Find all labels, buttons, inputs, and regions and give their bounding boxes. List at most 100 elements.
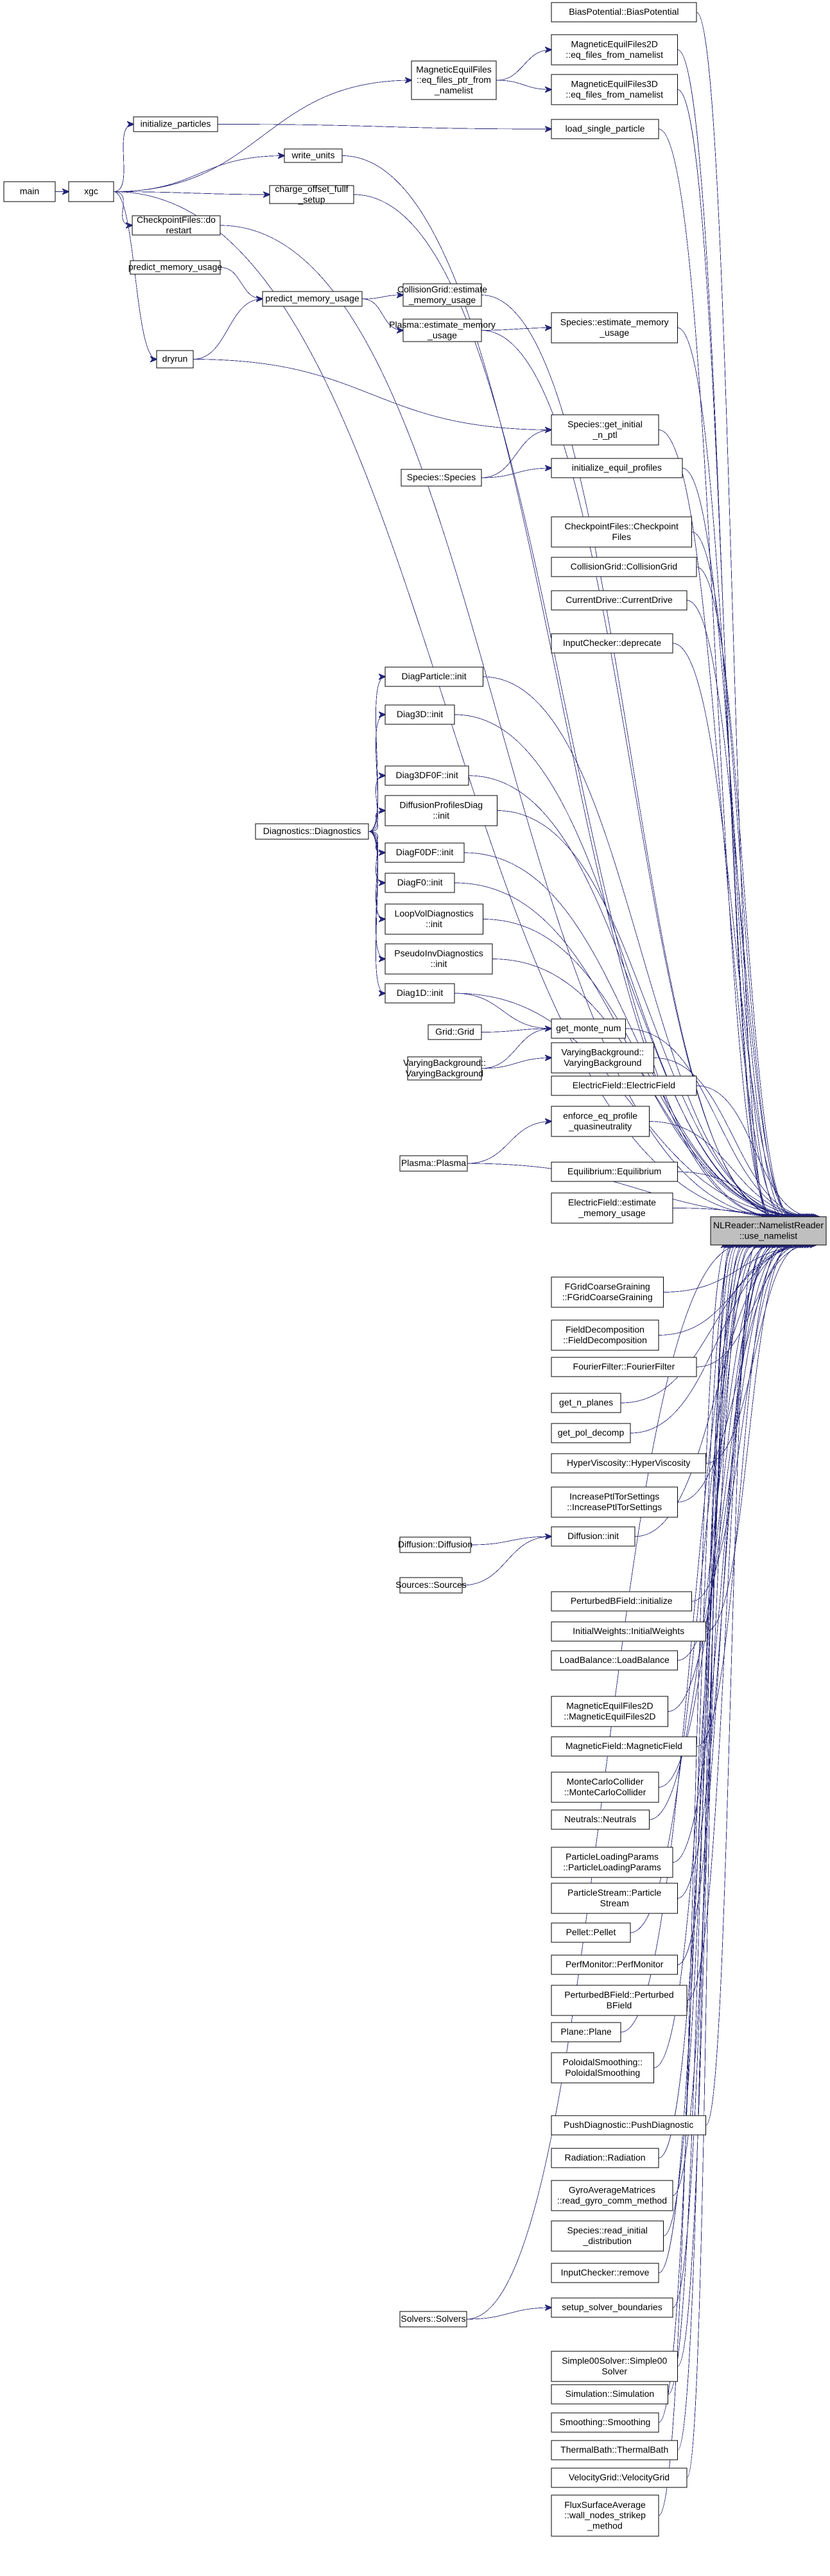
svg-text:setup_solver_boundaries: setup_solver_boundaries <box>562 2302 662 2312</box>
svg-text:_memory_usage: _memory_usage <box>408 295 476 305</box>
svg-text:CheckpointFiles::Checkpoint: CheckpointFiles::Checkpoint <box>564 521 679 532</box>
svg-text:::init: ::init <box>431 959 447 969</box>
svg-text:::ParticleLoadingParams: ::ParticleLoadingParams <box>563 1862 661 1872</box>
svg-text:::IncreasePtlTorSettings: ::IncreasePtlTorSettings <box>567 1502 662 1512</box>
svg-text:VaryingBackground: VaryingBackground <box>564 1057 641 1068</box>
svg-text:LoopVolDiagnostics: LoopVolDiagnostics <box>395 909 474 919</box>
svg-text:get_n_planes: get_n_planes <box>559 1397 613 1407</box>
svg-text:get_monte_num: get_monte_num <box>556 1023 621 1033</box>
svg-text:Diag3D::init: Diag3D::init <box>397 709 443 719</box>
svg-text:FourierFilter::FourierFilter: FourierFilter::FourierFilter <box>573 1361 675 1371</box>
svg-text:ThermalBath::ThermalBath: ThermalBath::ThermalBath <box>560 2444 668 2455</box>
svg-text:Files: Files <box>612 532 631 542</box>
svg-text:Radiation::Radiation: Radiation::Radiation <box>564 2152 645 2163</box>
svg-text:PerfMonitor::PerfMonitor: PerfMonitor::PerfMonitor <box>566 1959 664 1969</box>
svg-text:MonteCarloCollider: MonteCarloCollider <box>567 1777 644 1787</box>
svg-text:_setup: _setup <box>297 194 325 204</box>
svg-text:Species::Species: Species::Species <box>407 472 476 482</box>
svg-text:PoloidalSmoothing: PoloidalSmoothing <box>565 2067 640 2078</box>
svg-text:_n_ptl: _n_ptl <box>592 430 617 440</box>
svg-text:BField: BField <box>607 2000 632 2010</box>
svg-text:ElectricField::ElectricField: ElectricField::ElectricField <box>573 1080 675 1090</box>
svg-text:load_single_particle: load_single_particle <box>566 123 645 134</box>
svg-text:FluxSurfaceAverage: FluxSurfaceAverage <box>564 2500 646 2510</box>
svg-text:Simulation::Simulation: Simulation::Simulation <box>566 2389 655 2399</box>
svg-text:::use_namelist: ::use_namelist <box>739 1230 797 1240</box>
svg-text:::FGridCoarseGraining: ::FGridCoarseGraining <box>562 1292 653 1302</box>
svg-text:ParticleStream::Particle: ParticleStream::Particle <box>567 1888 661 1898</box>
svg-text:BiasPotential::BiasPotential: BiasPotential::BiasPotential <box>569 6 679 17</box>
svg-text:Neutrals::Neutrals: Neutrals::Neutrals <box>564 1814 636 1824</box>
svg-text:NLReader::NamelistReader: NLReader::NamelistReader <box>713 1220 824 1230</box>
svg-text:::read_gyro_comm_method: ::read_gyro_comm_method <box>557 2195 667 2206</box>
svg-text:Diagnostics::Diagnostics: Diagnostics::Diagnostics <box>263 826 361 836</box>
svg-text:FGridCoarseGraining: FGridCoarseGraining <box>565 1282 650 1292</box>
svg-text:Simple00Solver::Simple00: Simple00Solver::Simple00 <box>562 2356 667 2366</box>
svg-text:Species::read_initial: Species::read_initial <box>567 2225 648 2236</box>
svg-text:PerturbedBField::initialize: PerturbedBField::initialize <box>571 1596 673 1606</box>
svg-text:predict_memory_usage: predict_memory_usage <box>265 293 359 304</box>
svg-text:::MonteCarloCollider: ::MonteCarloCollider <box>564 1787 646 1797</box>
svg-text:GyroAverageMatrices: GyroAverageMatrices <box>569 2185 655 2195</box>
svg-text:PushDiagnostic::PushDiagnostic: PushDiagnostic::PushDiagnostic <box>564 2119 693 2130</box>
svg-text:CurrentDrive::CurrentDrive: CurrentDrive::CurrentDrive <box>566 595 673 605</box>
svg-text:write_units: write_units <box>291 150 335 161</box>
svg-text:Diffusion::Diffusion: Diffusion::Diffusion <box>398 1539 472 1549</box>
svg-text:MagneticField::MagneticField: MagneticField::MagneticField <box>566 1741 682 1751</box>
svg-text:Equilibrium::Equilibrium: Equilibrium::Equilibrium <box>567 1166 661 1176</box>
svg-text:Diag3DF0F::init: Diag3DF0F::init <box>395 770 458 780</box>
svg-text:::FieldDecomposition: ::FieldDecomposition <box>563 1335 647 1345</box>
svg-text:main: main <box>20 186 39 196</box>
svg-text:::eq_files_ptr_from: ::eq_files_ptr_from <box>417 74 491 85</box>
svg-text:_distribution: _distribution <box>582 2236 632 2246</box>
svg-text:_restart: _restart <box>160 225 192 235</box>
svg-text:InitialWeights::InitialWeights: InitialWeights::InitialWeights <box>573 1626 684 1636</box>
svg-text:VaryingBackground: VaryingBackground <box>406 1068 483 1078</box>
svg-text:initialize_particles: initialize_particles <box>141 119 211 129</box>
svg-text:ElectricField::estimate: ElectricField::estimate <box>568 1197 656 1208</box>
svg-text:initialize_equil_profiles: initialize_equil_profiles <box>572 462 662 473</box>
svg-text:CheckpointFiles::do: CheckpointFiles::do <box>137 214 216 225</box>
svg-text:Plasma::Plasma: Plasma::Plasma <box>401 1158 466 1168</box>
svg-text:VelocityGrid::VelocityGrid: VelocityGrid::VelocityGrid <box>569 2472 670 2482</box>
svg-text:charge_offset_fullf: charge_offset_fullf <box>275 184 348 194</box>
svg-text:MagneticEquilFiles2D: MagneticEquilFiles2D <box>566 1701 653 1711</box>
svg-text:dryrun: dryrun <box>162 354 188 364</box>
svg-text:_usage: _usage <box>427 330 457 340</box>
svg-text:Smoothing::Smoothing: Smoothing::Smoothing <box>560 2417 651 2427</box>
svg-text:DiffusionProfilesDiag: DiffusionProfilesDiag <box>399 800 483 810</box>
svg-text:::init: ::init <box>426 919 442 929</box>
svg-text:PseudoInvDiagnostics: PseudoInvDiagnostics <box>394 948 483 959</box>
svg-text:PoloidalSmoothing::: PoloidalSmoothing:: <box>563 2057 643 2067</box>
svg-text:MagneticEquilFiles2D: MagneticEquilFiles2D <box>571 39 657 49</box>
svg-text:Species::estimate_memory: Species::estimate_memory <box>560 317 669 327</box>
svg-text:::eq_files_from_namelist: ::eq_files_from_namelist <box>566 49 663 60</box>
svg-text:::init: ::init <box>433 810 449 821</box>
svg-text:Pellet::Pellet: Pellet::Pellet <box>566 1927 616 1937</box>
svg-text:Plasma::estimate_memory: Plasma::estimate_memory <box>389 320 496 330</box>
svg-text:FieldDecomposition: FieldDecomposition <box>566 1325 644 1335</box>
svg-text:VaryingBackground::: VaryingBackground:: <box>403 1057 486 1068</box>
svg-text:CollisionGrid::estimate: CollisionGrid::estimate <box>397 284 487 295</box>
svg-text:Stream: Stream <box>600 1898 629 1908</box>
svg-text:predict_memory_usage: predict_memory_usage <box>128 262 223 272</box>
svg-text:Species::get_initial: Species::get_initial <box>567 419 643 430</box>
svg-text:Diag1D::init: Diag1D::init <box>397 988 443 998</box>
svg-text:::MagneticEquilFiles2D: ::MagneticEquilFiles2D <box>564 1711 655 1721</box>
svg-text:enforce_eq_profile: enforce_eq_profile <box>563 1111 637 1121</box>
svg-text:InputChecker::remove: InputChecker::remove <box>561 2267 650 2277</box>
svg-text:::eq_files_from_namelist: ::eq_files_from_namelist <box>566 89 663 100</box>
svg-text:VaryingBackground::: VaryingBackground:: <box>561 1047 644 1057</box>
svg-text:_method: _method <box>587 2520 622 2530</box>
svg-text:PerturbedBField::Perturbed: PerturbedBField::Perturbed <box>564 1990 673 2000</box>
svg-text:_quasineutrality: _quasineutrality <box>568 1121 632 1131</box>
svg-text:DiagF0::init: DiagF0::init <box>397 877 443 887</box>
svg-text:xgc: xgc <box>84 186 98 196</box>
svg-text:LoadBalance::LoadBalance: LoadBalance::LoadBalance <box>560 1655 670 1665</box>
svg-text:ParticleLoadingParams: ParticleLoadingParams <box>566 1852 659 1862</box>
svg-text:Sources::Sources: Sources::Sources <box>395 1580 467 1590</box>
svg-text:Plane::Plane: Plane::Plane <box>560 2026 612 2037</box>
svg-text:DiagF0DF::init: DiagF0DF::init <box>396 847 454 857</box>
svg-text:DiagParticle::init: DiagParticle::init <box>402 671 467 681</box>
svg-text:MagneticEquilFiles3D: MagneticEquilFiles3D <box>571 79 657 89</box>
